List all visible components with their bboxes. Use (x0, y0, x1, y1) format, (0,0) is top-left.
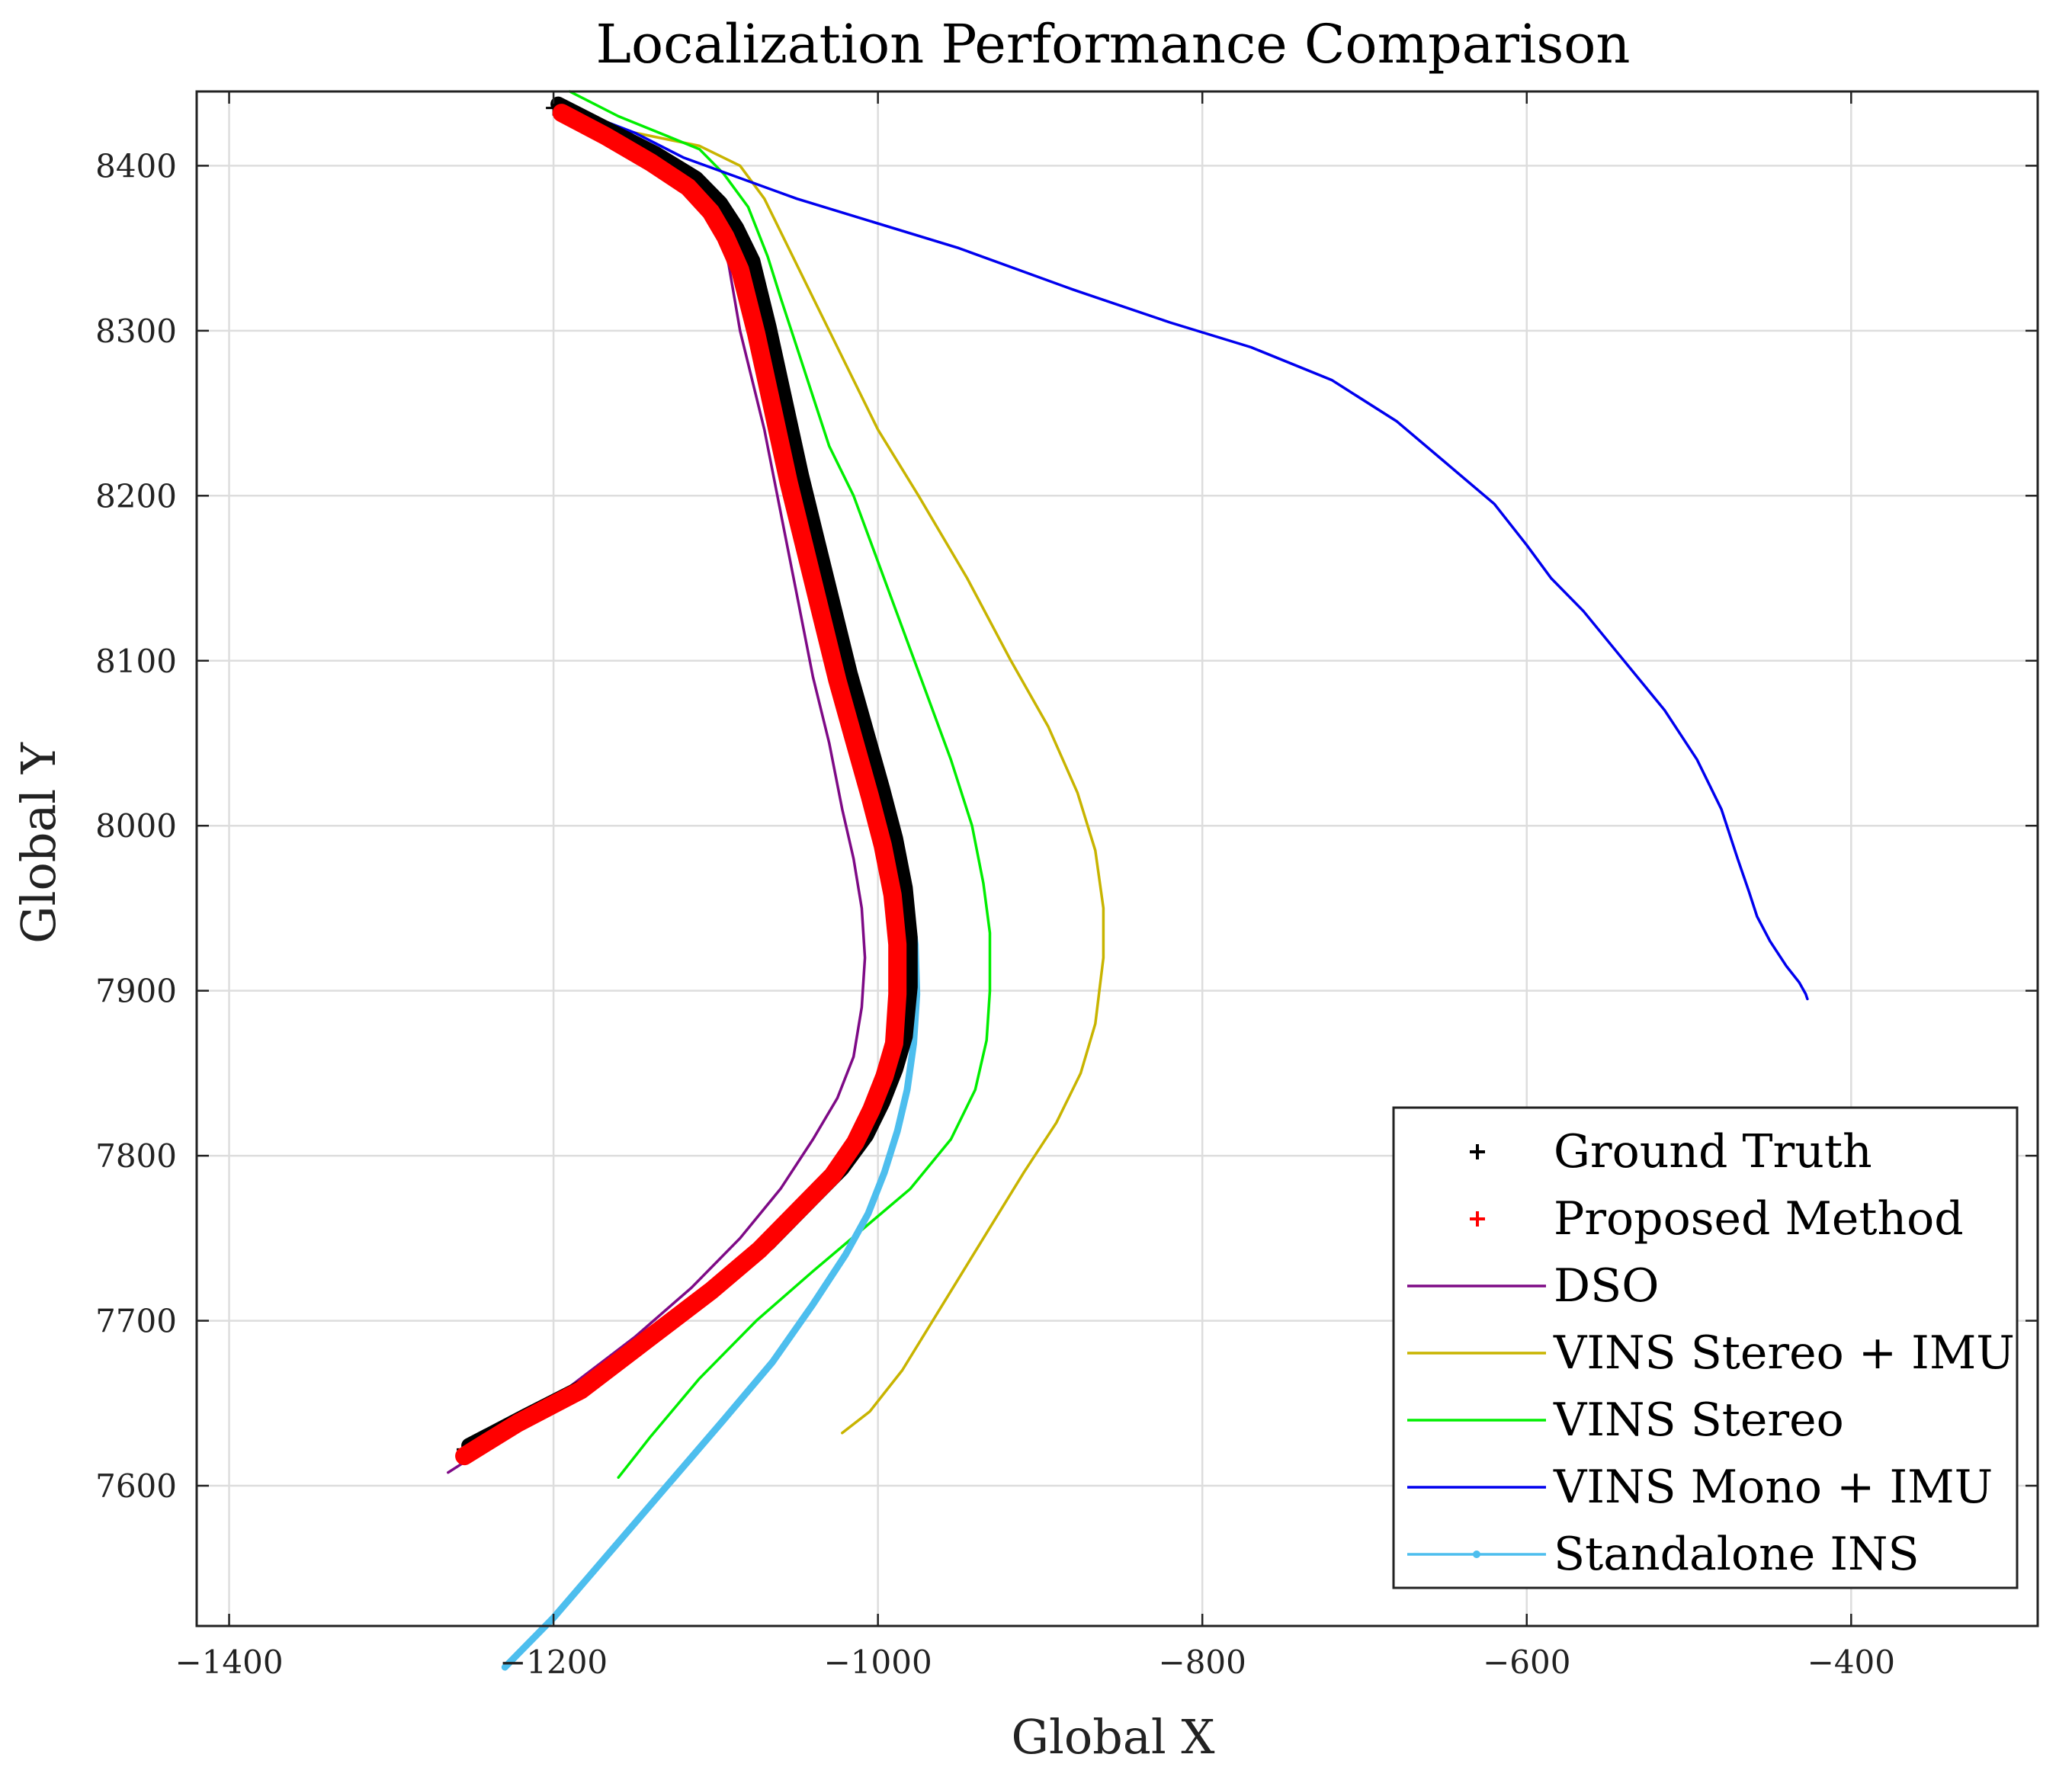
x-axis-label: Global X (1011, 1709, 1214, 1765)
legend-label-vins-stereo-imu: VINS Stereo + IMU (1553, 1326, 2015, 1380)
y-tick-label: 7800 (95, 1137, 177, 1175)
x-tick-label: −800 (1159, 1644, 1246, 1681)
x-tick-label: −1200 (499, 1644, 608, 1681)
legend-box (1392, 1106, 2019, 1589)
y-tick-label: 8400 (95, 147, 177, 184)
grid (197, 91, 2038, 1626)
y-tick-label: 8000 (95, 807, 177, 845)
legend-marker-proposed-method (1470, 1211, 1485, 1227)
legend-label-vins-stereo: VINS Stereo (1553, 1393, 1844, 1447)
x-tick-label: −1000 (824, 1644, 932, 1681)
y-tick-label: 7600 (95, 1467, 177, 1505)
y-tick-label: 7900 (95, 973, 177, 1010)
y-tick-label: 8200 (95, 477, 177, 515)
series-proposed-method (455, 104, 907, 1466)
plot-series (447, 90, 1809, 1671)
chart-title: Localization Performance Comparison (595, 13, 1630, 75)
axis-ticks: −1400 −1200 −1000 −800 −600 −400 7600 7700 7800 7… (95, 91, 2038, 1681)
x-tick-label: −1400 (175, 1644, 284, 1681)
y-tick-label: 8300 (95, 313, 177, 350)
legend-label-standalone-ins: Standalone INS (1554, 1528, 1920, 1581)
series-proposed-method-marker (457, 1448, 473, 1464)
legend-marker-ground-truth (1470, 1144, 1485, 1159)
axes-frame (195, 90, 2039, 1628)
legend-label-vins-mono-imu: VINS Mono + IMU (1553, 1461, 1993, 1514)
y-axis-label: Global Y (11, 742, 66, 944)
legend-dot-standalone-ins (1473, 1551, 1480, 1558)
y-tick-label: 8100 (95, 643, 177, 680)
legend-label-ground-truth: Ground Truth (1554, 1125, 1872, 1179)
series-vins-mono-imu (568, 106, 1809, 1001)
y-tick-label: 7700 (95, 1303, 177, 1340)
x-tick-label: −400 (1807, 1644, 1895, 1681)
legend-label-dso: DSO (1554, 1259, 1659, 1313)
legend: Ground Truth Proposed Method DSO VINS Stere… (1392, 1106, 2019, 1589)
x-tick-label: −600 (1483, 1644, 1570, 1681)
legend-label-proposed-method: Proposed Method (1554, 1192, 1964, 1246)
series-proposed-method-marker (553, 105, 569, 121)
series-vins-stereo-imu (560, 111, 1105, 1435)
